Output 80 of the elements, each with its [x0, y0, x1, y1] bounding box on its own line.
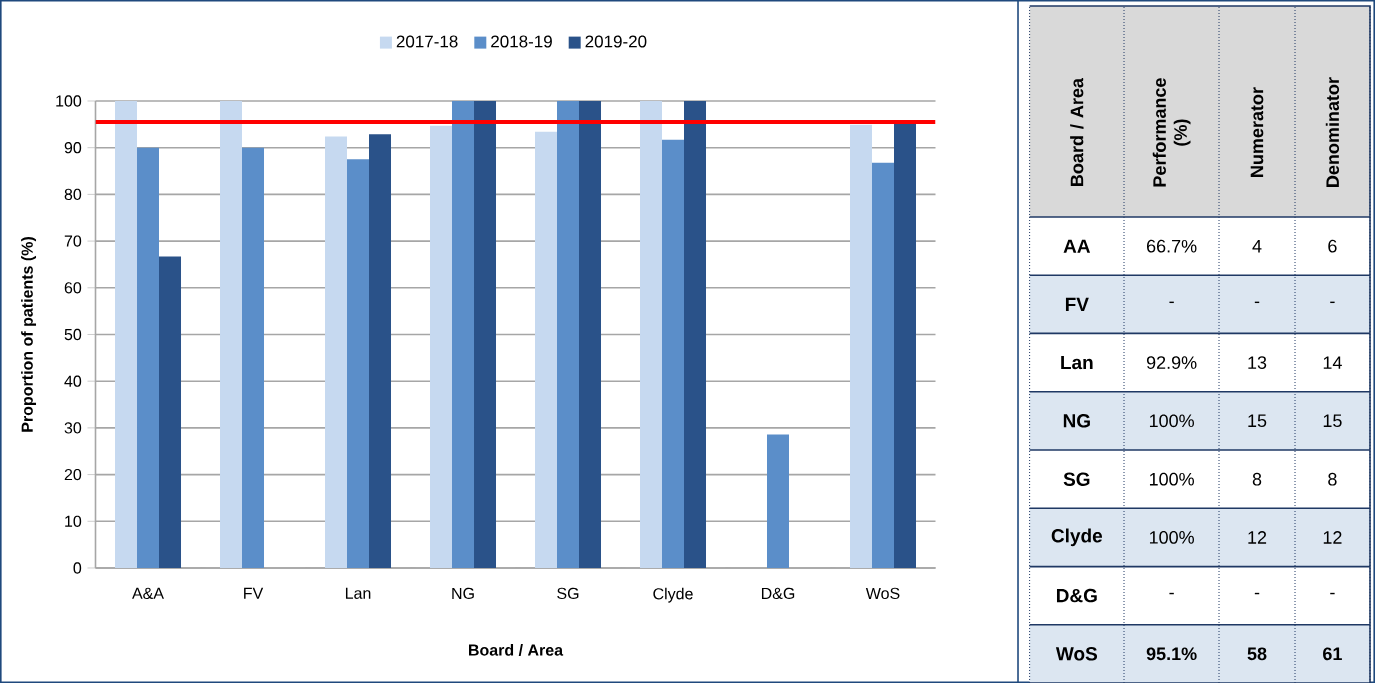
bar	[137, 147, 160, 568]
category-label: AA	[1063, 239, 1091, 253]
bar	[452, 100, 475, 568]
text: -	[1330, 301, 1335, 304]
bar	[557, 100, 579, 568]
legend-label: 2018-19	[491, 35, 552, 48]
category-label: FV	[1065, 297, 1089, 311]
bar	[640, 100, 663, 568]
text: 100%	[1149, 472, 1194, 486]
y-tick-label: 50	[64, 328, 82, 341]
bar	[115, 100, 138, 568]
category-label: WoS	[1055, 647, 1098, 661]
x-tick-label: WoS	[865, 587, 900, 600]
text: 14	[1323, 356, 1342, 369]
bar	[579, 100, 602, 568]
bar	[850, 124, 872, 568]
category-label: Numerator	[1250, 87, 1264, 177]
x-tick-label: Clyde	[653, 587, 693, 603]
x-tick-label: A&A	[132, 587, 164, 599]
category-label: SG	[1063, 472, 1090, 486]
text: 6	[1328, 239, 1337, 253]
y-tick-label: 70	[64, 235, 82, 247]
legend-label: 2019-20	[585, 35, 647, 48]
category-label: NG	[1063, 414, 1090, 428]
text: 61	[1323, 647, 1342, 661]
bar	[430, 125, 453, 568]
text: 15	[1248, 414, 1267, 428]
text: 58	[1247, 647, 1267, 661]
y-tick-label: 80	[64, 188, 82, 201]
text: 12	[1323, 531, 1342, 544]
text: -	[1254, 592, 1260, 595]
bar	[662, 139, 684, 568]
text: 92.9%	[1146, 356, 1197, 369]
y-tick-label: 10	[65, 515, 82, 527]
text: 100%	[1149, 414, 1194, 428]
text: 8	[1328, 472, 1337, 486]
legend-label: 2017-18	[396, 35, 458, 48]
y-tick-label: 90	[64, 142, 82, 154]
y-tick-label: 60	[64, 282, 82, 294]
text: -	[1169, 592, 1174, 595]
text: 12	[1248, 531, 1267, 544]
x-tick-label: Lan	[345, 587, 371, 599]
bar	[369, 134, 391, 568]
y-tick-label: 20	[64, 468, 82, 481]
text: -	[1330, 592, 1335, 595]
text: 66.7%	[1147, 239, 1197, 253]
category-label: Performance (%)	[1152, 78, 1191, 187]
y-tick-label: 0	[73, 562, 82, 574]
text: 100%	[1149, 531, 1194, 544]
text: -	[1169, 301, 1174, 304]
category-label: Board / Area	[1070, 77, 1084, 186]
bar	[159, 256, 182, 568]
y-tick-label: 40	[64, 375, 82, 387]
bar	[220, 100, 242, 568]
x-tick-label: SG	[557, 587, 579, 600]
bar	[894, 123, 916, 568]
text: -	[1254, 301, 1260, 304]
x-axis-title: Board / Area	[469, 644, 564, 656]
y-tick-label: 100	[56, 95, 82, 107]
bar	[872, 162, 894, 568]
text: 8	[1252, 472, 1262, 486]
bar	[474, 100, 497, 568]
y-axis-title: Proportion of patients (%)	[21, 237, 37, 432]
x-tick-label: D&G	[761, 587, 795, 600]
text: 95.1%	[1146, 647, 1197, 661]
bar	[347, 159, 370, 568]
category-label: Lan	[1061, 355, 1093, 370]
x-tick-label: FV	[244, 587, 264, 599]
category-label: Denominator	[1325, 77, 1340, 187]
bar	[767, 434, 789, 568]
category-label: Clyde	[1051, 528, 1103, 547]
text: 15	[1323, 414, 1342, 428]
y-tick-label: 30	[64, 422, 82, 434]
text: 4	[1252, 239, 1262, 253]
bar	[325, 136, 347, 568]
bar	[242, 147, 265, 568]
bar	[535, 131, 558, 568]
text: 13	[1248, 356, 1267, 369]
x-tick-label: NG	[452, 587, 474, 600]
bar	[684, 100, 707, 568]
